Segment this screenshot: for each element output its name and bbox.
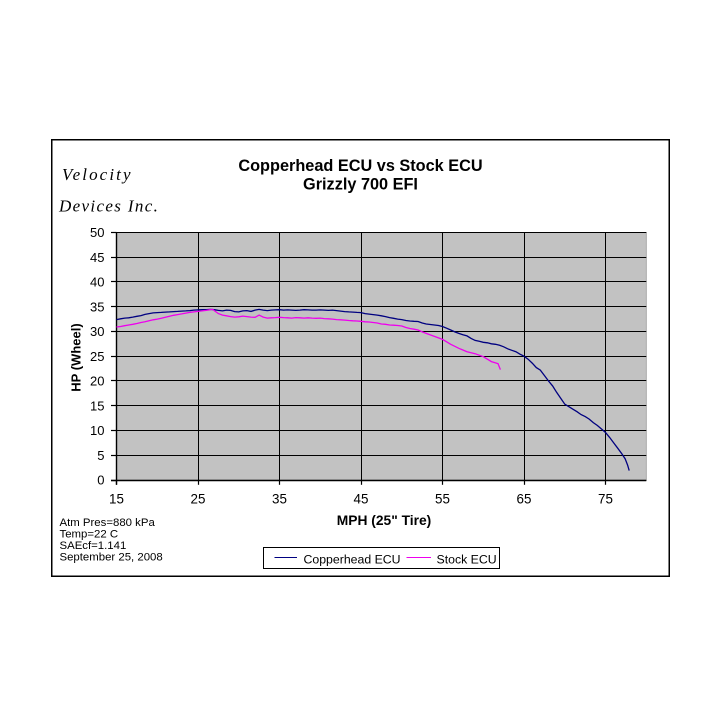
svg-text:Copperhead ECU: Copperhead ECU — [304, 553, 401, 567]
svg-text:Atm Pres=880 kPa: Atm Pres=880 kPa — [60, 517, 156, 529]
svg-text:Grizzly 700 EFI: Grizzly 700 EFI — [303, 175, 418, 193]
svg-text:15: 15 — [90, 398, 104, 413]
svg-text:25: 25 — [191, 492, 206, 507]
svg-text:50: 50 — [90, 225, 104, 240]
svg-text:September 25, 2008: September 25, 2008 — [60, 552, 163, 564]
svg-text:0: 0 — [97, 473, 104, 488]
svg-text:30: 30 — [90, 324, 104, 339]
svg-text:75: 75 — [598, 492, 613, 507]
svg-text:55: 55 — [435, 492, 450, 507]
svg-text:20: 20 — [90, 374, 104, 389]
svg-text:Temp=22 C: Temp=22 C — [60, 529, 119, 541]
svg-text:MPH (25" Tire): MPH (25" Tire) — [337, 513, 431, 528]
svg-text:45: 45 — [90, 250, 104, 265]
svg-text:Velocity: Velocity — [62, 165, 133, 184]
svg-text:5: 5 — [97, 448, 104, 463]
svg-text:SAEcf=1.141: SAEcf=1.141 — [60, 540, 127, 552]
svg-text:15: 15 — [109, 492, 124, 507]
svg-text:35: 35 — [272, 492, 287, 507]
svg-text:45: 45 — [354, 492, 369, 507]
svg-text:25: 25 — [90, 349, 104, 364]
svg-text:40: 40 — [90, 275, 104, 290]
svg-text:HP (Wheel): HP (Wheel) — [69, 323, 84, 391]
svg-text:35: 35 — [90, 299, 104, 314]
svg-text:Stock ECU: Stock ECU — [437, 553, 497, 567]
svg-text:65: 65 — [517, 492, 532, 507]
svg-text:Copperhead ECU vs Stock ECU: Copperhead ECU vs Stock ECU — [238, 157, 482, 175]
svg-text:10: 10 — [90, 423, 104, 438]
svg-text:Devices Inc.: Devices Inc. — [58, 197, 159, 216]
